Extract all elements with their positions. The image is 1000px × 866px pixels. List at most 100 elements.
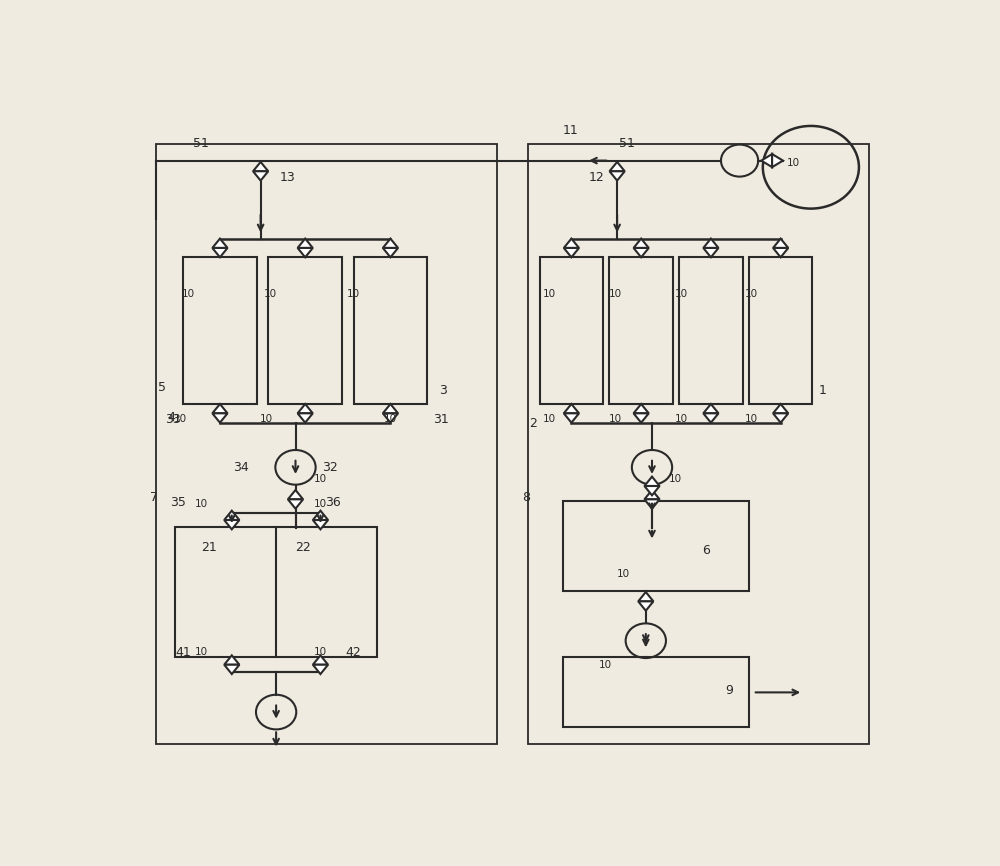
Text: 41: 41 <box>175 645 191 658</box>
Text: 10: 10 <box>609 289 622 299</box>
Polygon shape <box>313 511 328 520</box>
Bar <box>183 257 257 404</box>
Text: 10: 10 <box>675 289 688 299</box>
Polygon shape <box>288 490 303 500</box>
Text: 10: 10 <box>174 414 187 424</box>
Polygon shape <box>564 248 579 257</box>
Polygon shape <box>212 239 228 248</box>
Bar <box>563 501 749 591</box>
Text: 33: 33 <box>165 413 181 426</box>
Text: 4: 4 <box>168 410 175 423</box>
Polygon shape <box>761 154 772 167</box>
Polygon shape <box>298 413 313 423</box>
Text: 10: 10 <box>314 499 327 509</box>
Bar <box>540 257 603 404</box>
Polygon shape <box>224 656 239 665</box>
Text: 10: 10 <box>617 569 630 579</box>
Polygon shape <box>772 154 783 167</box>
Bar <box>156 144 497 744</box>
Text: 1: 1 <box>819 385 826 397</box>
Text: 51: 51 <box>619 138 635 151</box>
Bar <box>528 144 869 744</box>
Polygon shape <box>298 239 313 248</box>
Bar <box>679 257 743 404</box>
Text: 10: 10 <box>182 289 195 299</box>
Text: 10: 10 <box>347 289 360 299</box>
Polygon shape <box>610 171 625 181</box>
Bar <box>749 257 812 404</box>
Text: 32: 32 <box>322 461 338 474</box>
Bar <box>268 257 342 404</box>
Text: 10: 10 <box>314 475 327 484</box>
Polygon shape <box>253 162 268 171</box>
Text: 12: 12 <box>588 171 604 184</box>
Bar <box>175 527 377 657</box>
Polygon shape <box>644 486 660 495</box>
Polygon shape <box>644 476 660 486</box>
Text: 11: 11 <box>563 124 578 137</box>
Polygon shape <box>212 404 228 413</box>
Polygon shape <box>224 665 239 674</box>
Polygon shape <box>703 239 718 248</box>
Polygon shape <box>644 490 660 500</box>
Polygon shape <box>383 413 398 423</box>
Polygon shape <box>224 511 239 520</box>
Text: 34: 34 <box>233 461 249 474</box>
Polygon shape <box>298 404 313 413</box>
Polygon shape <box>253 171 268 181</box>
Polygon shape <box>703 413 718 423</box>
Text: 35: 35 <box>170 496 186 509</box>
Polygon shape <box>313 656 328 665</box>
Text: 21: 21 <box>201 541 217 554</box>
Text: 9: 9 <box>726 684 733 697</box>
Text: 7: 7 <box>150 491 158 504</box>
Text: 10: 10 <box>669 475 682 484</box>
Text: 10: 10 <box>609 414 622 424</box>
Polygon shape <box>773 248 788 257</box>
Text: 10: 10 <box>745 414 758 424</box>
Text: 2: 2 <box>529 417 537 430</box>
Polygon shape <box>703 404 718 413</box>
Polygon shape <box>313 665 328 674</box>
Text: 10: 10 <box>599 661 612 670</box>
Polygon shape <box>634 404 649 413</box>
Polygon shape <box>703 248 718 257</box>
Polygon shape <box>634 239 649 248</box>
Text: 10: 10 <box>745 289 758 299</box>
Polygon shape <box>564 413 579 423</box>
Text: 10: 10 <box>194 647 208 657</box>
Text: 10: 10 <box>264 289 277 299</box>
Polygon shape <box>212 413 228 423</box>
Text: 10: 10 <box>675 414 688 424</box>
Text: 3: 3 <box>439 385 447 397</box>
Polygon shape <box>638 592 653 601</box>
Polygon shape <box>644 500 660 508</box>
Polygon shape <box>638 601 653 611</box>
Text: 10: 10 <box>543 414 556 424</box>
Text: 10: 10 <box>383 414 397 424</box>
Text: 22: 22 <box>295 541 311 554</box>
Bar <box>354 257 427 404</box>
Text: 31: 31 <box>433 413 449 426</box>
Polygon shape <box>212 248 228 257</box>
Polygon shape <box>773 239 788 248</box>
Polygon shape <box>383 404 398 413</box>
Polygon shape <box>298 248 313 257</box>
Text: 10: 10 <box>786 158 800 168</box>
Text: 5: 5 <box>158 381 166 394</box>
Text: 10: 10 <box>259 414 273 424</box>
Text: 8: 8 <box>522 491 530 504</box>
Text: 42: 42 <box>346 645 362 658</box>
Text: 51: 51 <box>193 138 209 151</box>
Text: 6: 6 <box>702 544 710 557</box>
Polygon shape <box>773 404 788 413</box>
Text: 10: 10 <box>314 647 327 657</box>
Polygon shape <box>564 239 579 248</box>
Text: 13: 13 <box>280 171 296 184</box>
Polygon shape <box>313 520 328 529</box>
Polygon shape <box>564 404 579 413</box>
Polygon shape <box>224 520 239 529</box>
Text: 10: 10 <box>194 499 208 509</box>
Text: 10: 10 <box>543 289 556 299</box>
Polygon shape <box>383 248 398 257</box>
